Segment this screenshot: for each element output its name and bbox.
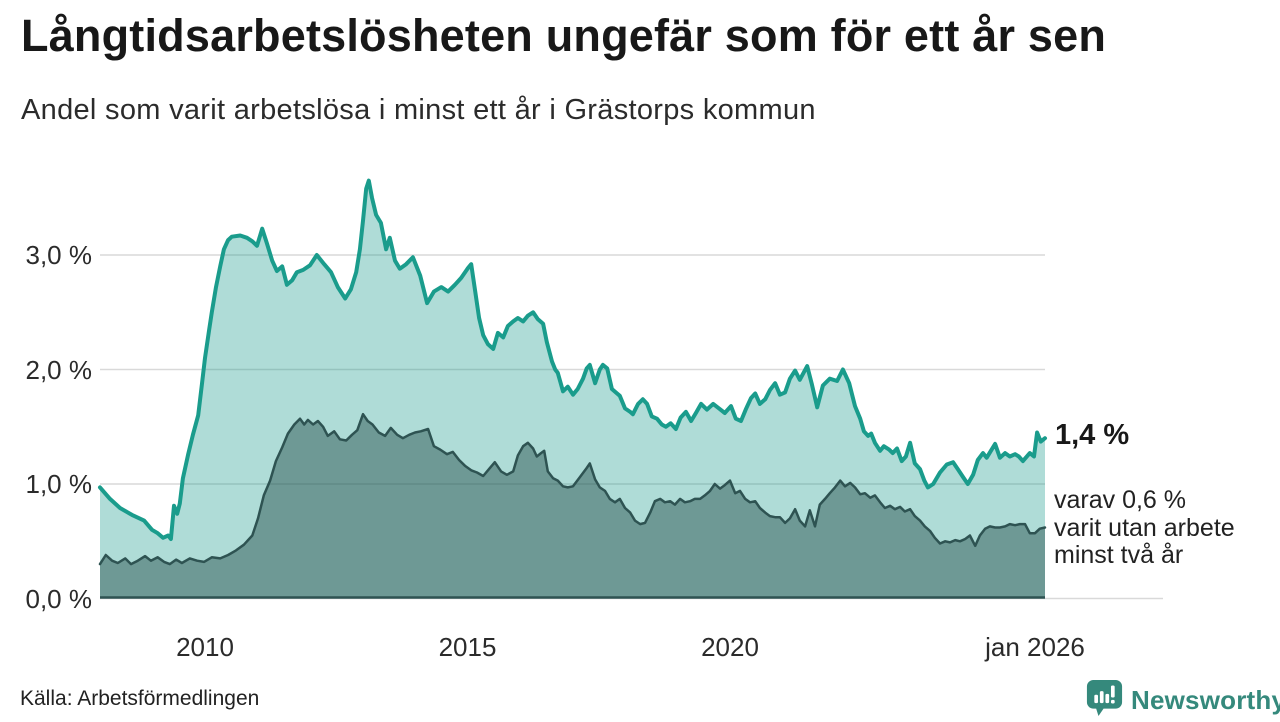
- sub-annotation-line-1: varav 0,6 %: [1054, 486, 1187, 514]
- y-tick-label: 2,0 %: [25, 354, 93, 385]
- newsworthy-wordmark: Newsworthy: [1131, 685, 1280, 715]
- chart-subtitle: Andel som varit arbetslösa i minst ett å…: [21, 94, 816, 126]
- page-title: Långtidsarbetslösheten ungefär som för e…: [21, 10, 1107, 61]
- y-tick-label: 3,0 %: [25, 240, 93, 270]
- source-credit: Källa: Arbetsförmedlingen: [20, 687, 260, 710]
- x-tick-label: jan 2026: [985, 632, 1085, 662]
- series-area-1: [100, 414, 1045, 599]
- series-line-1: [98, 412, 1047, 566]
- x-tick-label: 2020: [701, 632, 759, 662]
- y-tick-label: 1,0 %: [25, 469, 93, 499]
- newsworthy-bubble-chart-icon: [1086, 679, 1123, 722]
- x-tick-label: 2010: [176, 632, 234, 662]
- end-value-annotation: 1,4 %: [1055, 419, 1130, 451]
- y-tick-label: 0,0 %: [25, 583, 93, 614]
- sub-annotation-line-2: varit utan arbete: [1054, 513, 1235, 542]
- sub-annotation-line-3: minst två år: [1054, 541, 1184, 569]
- sub-series-annotation: varav 0,6 % varit utan arbete minst två …: [1054, 486, 1235, 570]
- x-tick-label: 2015: [438, 632, 497, 662]
- series-line-0: [98, 178, 1047, 541]
- newsworthy-logo: Newsworthy: [1086, 679, 1280, 722]
